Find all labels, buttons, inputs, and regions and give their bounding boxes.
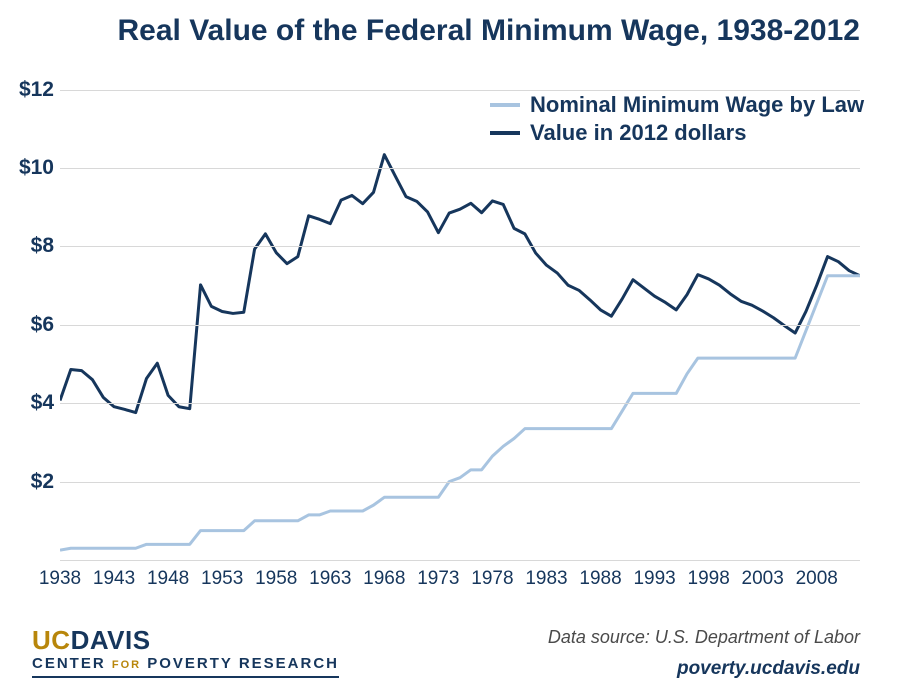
legend-label: Value in 2012 dollars: [530, 120, 746, 146]
x-axis-label: 1993: [629, 568, 681, 590]
gridline: [60, 325, 860, 326]
x-axis-label: 1963: [304, 568, 356, 590]
y-axis-label: $2: [14, 470, 54, 494]
y-axis-label: $4: [14, 391, 54, 415]
chart-title: Real Value of the Federal Minimum Wage, …: [80, 14, 860, 48]
x-axis-label: 1953: [196, 568, 248, 590]
x-axis-label: 1943: [88, 568, 140, 590]
gridline: [60, 403, 860, 404]
gridline: [60, 482, 860, 483]
website-link: poverty.ucdavis.edu: [677, 658, 860, 680]
logo-sub-suffix: POVERTY RESEARCH: [147, 655, 339, 672]
gridline: [60, 246, 860, 247]
x-axis-label: 1988: [575, 568, 627, 590]
y-axis-label: $6: [14, 313, 54, 337]
legend-label: Nominal Minimum Wage by Law: [530, 92, 864, 118]
series-line: [60, 155, 860, 413]
data-source: Data source: U.S. Department of Labor: [548, 627, 860, 648]
x-axis-label: 1998: [683, 568, 735, 590]
y-axis-label: $8: [14, 234, 54, 258]
x-axis-label: 1968: [358, 568, 410, 590]
legend-swatch: [490, 103, 520, 107]
y-axis-label: $12: [14, 78, 54, 102]
legend-item: Value in 2012 dollars: [490, 120, 864, 146]
x-axis-label: 2003: [737, 568, 789, 590]
ucdavis-logo: UCDAVIS CENTER FOR POVERTY RESEARCH: [32, 627, 339, 678]
x-axis-label: 2008: [791, 568, 843, 590]
logo-uc: UC: [32, 625, 71, 655]
x-axis-label: 1938: [34, 568, 86, 590]
gridline: [60, 168, 860, 169]
logo-davis: DAVIS: [71, 625, 151, 655]
logo-sub-prefix: CENTER: [32, 655, 106, 672]
x-axis-label: 1983: [520, 568, 572, 590]
x-axis-label: 1958: [250, 568, 302, 590]
y-axis-label: $10: [14, 156, 54, 180]
x-axis-label: 1973: [412, 568, 464, 590]
logo-sub-for: FOR: [112, 659, 141, 671]
x-axis-label: 1978: [466, 568, 518, 590]
footer: UCDAVIS CENTER FOR POVERTY RESEARCH Data…: [0, 608, 900, 698]
gridline: [60, 90, 860, 91]
legend-item: Nominal Minimum Wage by Law: [490, 92, 864, 118]
x-axis-label: 1948: [142, 568, 194, 590]
series-line: [60, 276, 860, 550]
x-axis-line: [60, 560, 860, 561]
legend-swatch: [490, 131, 520, 135]
chart-legend: Nominal Minimum Wage by LawValue in 2012…: [490, 92, 864, 148]
